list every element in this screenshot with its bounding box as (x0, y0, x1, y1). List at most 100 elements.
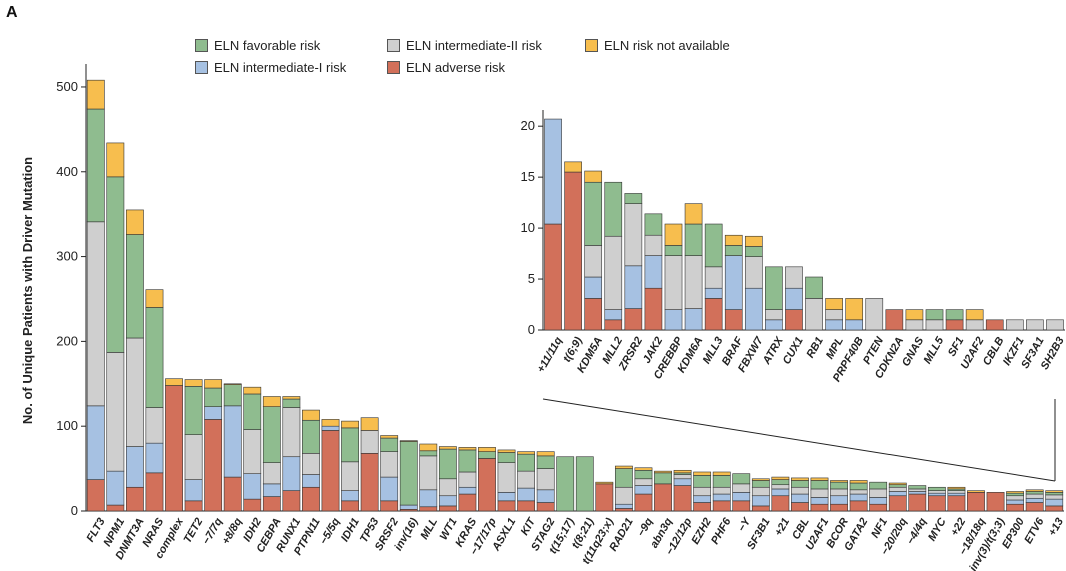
inset-bar-segment-na (905, 309, 924, 321)
inset-bar-segment-na (845, 298, 864, 321)
main-bar-segment-na (673, 469, 692, 474)
main-bar-segment-favorable (888, 484, 907, 488)
inset-bar-segment-favorable (584, 181, 603, 246)
inset-bar-segment-na (664, 223, 683, 246)
main-bar-segment-adverse (673, 485, 692, 512)
main-bar-segment-adverse (145, 472, 164, 512)
main-bar-segment-intermediate2 (791, 486, 809, 495)
legend-label-intermediate1: ELN intermediate-I risk (214, 60, 347, 75)
main-bar-segment-favorable (1025, 491, 1044, 495)
inset-bar-segment-adverse (724, 309, 743, 331)
legend: ELN favorable risk ELN intermediate-I ri… (195, 38, 815, 84)
main-bar-segment-na (380, 435, 399, 439)
inset-bar-segment-intermediate1 (765, 319, 783, 331)
main-bar-segment-favorable (536, 455, 555, 469)
inset-bar-segment-adverse (785, 309, 803, 331)
main-y-tick-label: 300 (56, 249, 78, 264)
legend-item-adverse: ELN adverse risk (387, 60, 505, 75)
main-bar-segment-adverse (967, 492, 985, 512)
main-bar-segment-intermediate1 (380, 476, 399, 502)
main-bar-segment-intermediate1 (634, 485, 653, 495)
main-bar-segment-intermediate1 (673, 478, 692, 486)
main-bar-segment-intermediate2 (438, 478, 457, 497)
inset-bar-segment-intermediate1 (664, 309, 683, 331)
main-bar-segment-adverse (125, 486, 144, 512)
inset-bar-segment-favorable (664, 245, 683, 256)
main-bar-segment-favorable (732, 473, 751, 485)
main-bar-segment-adverse (341, 500, 359, 512)
main-bar-segment-intermediate2 (145, 407, 164, 444)
inset-bar-segment-intermediate2 (644, 234, 663, 256)
main-bar-segment-adverse (810, 503, 829, 512)
legend-label-na: ELN risk not available (604, 38, 730, 53)
main-bar-segment-intermediate1 (204, 406, 223, 420)
main-bar-segment-na (888, 482, 907, 486)
main-bar-segment-adverse (302, 486, 320, 512)
main-bar-segment-intermediate2 (517, 470, 536, 489)
main-bar-segment-intermediate1 (106, 470, 125, 506)
inset-bar-segment-favorable (744, 246, 763, 257)
legend-item-na: ELN risk not available (585, 38, 730, 53)
inset-bar-segment-intermediate1 (604, 309, 623, 321)
inset-connector-line (542, 398, 1056, 482)
inset-bar-segment-na (825, 298, 843, 310)
main-bar-segment-intermediate2 (184, 434, 203, 480)
inset-bar-segment-intermediate1 (624, 265, 643, 309)
main-bar-segment-intermediate2 (927, 490, 946, 494)
main-category-label: +22 (949, 516, 969, 538)
inset-bar-segment-adverse (945, 319, 964, 331)
legend-label-favorable: ELN favorable risk (214, 38, 321, 53)
inset-bar-segment-favorable (604, 181, 623, 237)
main-bar-segment-na (947, 486, 966, 490)
main-bar-segment-intermediate2 (341, 461, 359, 491)
main-bar-segment-adverse (1025, 502, 1044, 512)
legend-item-favorable: ELN favorable risk (195, 38, 320, 53)
inset-bar-segment-intermediate2 (604, 235, 623, 310)
main-bar-segment-na (1006, 491, 1025, 494)
inset-bar-segment-adverse (704, 298, 723, 331)
main-bar-segment-adverse (712, 500, 731, 512)
main-bar-segment-adverse (869, 503, 888, 512)
main-bar-segment-intermediate1 (810, 497, 829, 505)
inset-bar-segment-na (744, 235, 763, 247)
inset-bar-segment-intermediate1 (845, 319, 864, 331)
main-bar-segment-adverse (947, 495, 966, 512)
main-bar-segment-intermediate1 (869, 497, 888, 505)
main-bar-segment-favorable (830, 481, 848, 490)
inset-bar-segment-intermediate1 (584, 276, 603, 299)
main-bar-segment-favorable (517, 453, 536, 472)
main-bar-segment-adverse (771, 495, 790, 512)
main-bar-segment-na (497, 449, 516, 453)
inset-bar-segment-intermediate2 (765, 309, 783, 321)
main-bar-segment-na (1025, 489, 1044, 492)
main-bar-segment-intermediate2 (419, 455, 438, 491)
inset-category-label: SF1 (946, 335, 966, 358)
inset-bar-segment-favorable (644, 213, 663, 236)
main-category-label: +21 (772, 516, 792, 538)
main-bar-segment-favorable (849, 482, 868, 491)
main-bar-segment-intermediate1 (732, 492, 751, 502)
main-bar-segment-favorable (243, 393, 262, 430)
main-bar-segment-intermediate2 (869, 488, 888, 498)
main-bar-segment-intermediate1 (771, 488, 790, 497)
main-bar-segment-adverse (282, 490, 301, 512)
main-bar-segment-intermediate1 (517, 487, 536, 502)
main-bar-segment-adverse (458, 493, 477, 512)
main-bar-segment-intermediate1 (1006, 499, 1025, 505)
inset-bar-segment-intermediate2 (865, 298, 884, 331)
legend-item-intermediate1: ELN intermediate-I risk (195, 60, 346, 75)
main-bar-segment-intermediate2 (262, 462, 281, 485)
main-bar-segment-intermediate2 (673, 474, 692, 480)
main-bar-segment-intermediate1 (438, 495, 457, 507)
main-bar-segment-intermediate2 (86, 221, 105, 407)
main-category-label: ETV6 (1022, 515, 1047, 546)
main-bar-segment-adverse (321, 430, 340, 512)
panel-label: A (6, 4, 18, 21)
main-bar-segment-adverse (888, 495, 907, 512)
inset-bar-segment-intermediate2 (925, 319, 944, 331)
main-bar-segment-intermediate2 (282, 407, 301, 458)
inset-bar-segment-intermediate1 (724, 255, 743, 310)
main-bar-segment-adverse (614, 508, 633, 512)
main-bar-segment-adverse (223, 476, 242, 512)
main-bar-segment-intermediate1 (243, 473, 262, 500)
